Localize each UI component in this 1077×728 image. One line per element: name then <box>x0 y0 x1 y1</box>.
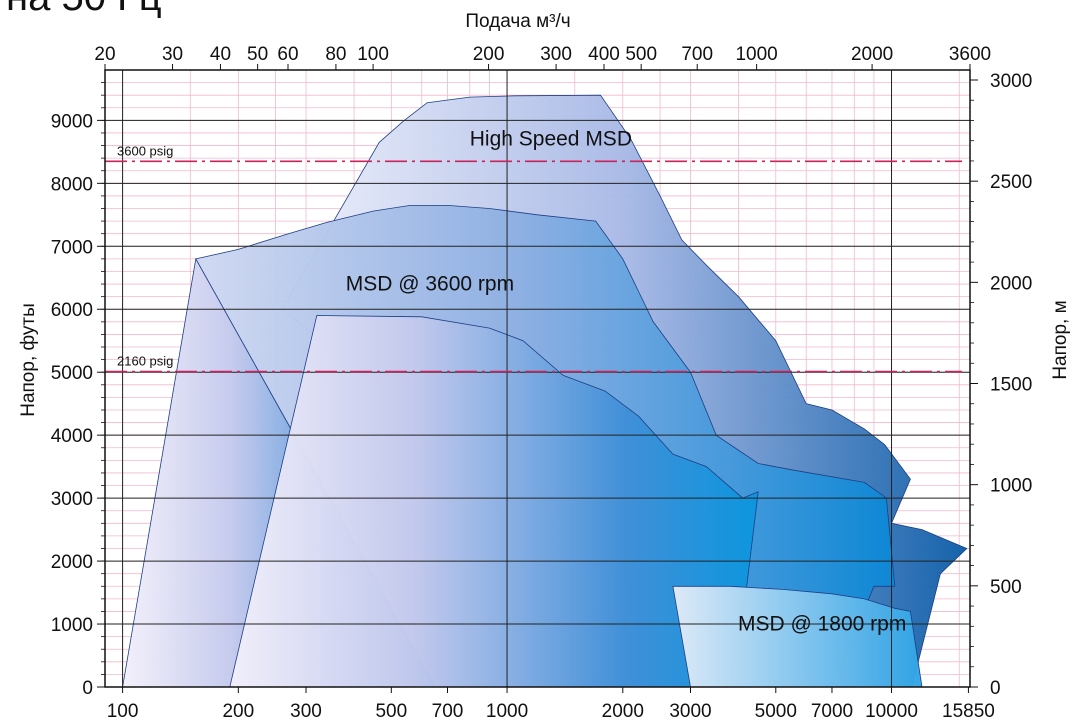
top-tick-label: 3600 <box>949 44 991 65</box>
bottom-axis: 100 200 300 500 700 1000 2000 3000 5000 7000 10000… <box>107 687 995 722</box>
series-area <box>229 315 759 687</box>
series-areas <box>122 94 968 687</box>
top-axis: 20 30 40 50 60 80 100 200 300 400 500 700 1000 2000 36… <box>94 44 991 70</box>
top-axis-title: Подача м³/ч <box>465 11 570 32</box>
top-tick-label: 50 <box>247 44 268 65</box>
right-tick-label: 1000 <box>990 476 1032 497</box>
left-tick-label: 0 <box>82 678 93 699</box>
bottom-tick-label: 300 <box>290 701 322 722</box>
bottom-tick-label: 500 <box>375 701 407 722</box>
right-tick-label: 2500 <box>990 172 1032 193</box>
plot-frame <box>104 69 971 688</box>
top-tick-label: 200 <box>473 44 505 65</box>
left-tick-label: 9000 <box>51 111 93 132</box>
top-tick-label: 2000 <box>851 44 893 65</box>
reference-lines: 3600 psig 2160 psig <box>105 143 962 373</box>
right-axis-title: Напор, м <box>1050 300 1071 379</box>
bottom-tick-label: 5000 <box>755 701 797 722</box>
bottom-tick-label: 1000 <box>486 701 528 722</box>
left-tick-label: 8000 <box>51 174 93 195</box>
top-tick-label: 1000 <box>735 44 777 65</box>
reference-line-label: 2160 psig <box>117 354 173 369</box>
bottom-tick-label: 100 <box>107 701 139 722</box>
top-tick-label: 80 <box>325 44 346 65</box>
bottom-tick-label: 700 <box>432 701 464 722</box>
top-tick-label: 300 <box>540 44 572 65</box>
page-title: на 50 Гц <box>6 0 162 19</box>
reference-line-label: 3600 psig <box>117 143 173 158</box>
bottom-tick-label: 15850 <box>942 701 995 722</box>
left-tick-label: 7000 <box>51 237 93 258</box>
left-tick-label: 4000 <box>51 426 93 447</box>
left-axis-title: Напор, футы <box>18 303 39 417</box>
right-tick-label: 500 <box>990 577 1022 598</box>
top-tick-label: 60 <box>277 44 298 65</box>
region-label: MSD @ 1800 rpm <box>738 612 906 635</box>
top-tick-label: 400 <box>588 44 620 65</box>
left-tick-label: 3000 <box>51 489 93 510</box>
bottom-tick-label: 7000 <box>811 701 853 722</box>
right-tick-label: 0 <box>990 678 1001 699</box>
top-tick-label: 40 <box>210 44 231 65</box>
top-tick-label: 100 <box>357 44 389 65</box>
left-tick-label: 1000 <box>51 615 93 636</box>
left-tick-label: 2000 <box>51 552 93 573</box>
region-label: MSD @ 3600 rpm <box>346 272 514 295</box>
top-tick-label: 30 <box>162 44 183 65</box>
bottom-tick-label: 2000 <box>602 701 644 722</box>
top-tick-label: 20 <box>94 44 115 65</box>
left-tick-label: 5000 <box>51 363 93 384</box>
series-area <box>672 585 923 687</box>
bottom-tick-label: 200 <box>222 701 254 722</box>
left-tick-label: 6000 <box>51 300 93 321</box>
right-tick-label: 3000 <box>990 71 1032 92</box>
region-labels: High Speed MSD MSD @ 3600 rpm MSD @ 1800 r… <box>346 128 907 636</box>
right-axis: 0 500 1000 1500 2000 2500 3000 <box>970 71 1032 699</box>
region-label: High Speed MSD <box>470 128 632 151</box>
bottom-tick-label: 10000 <box>865 701 918 722</box>
right-tick-label: 1500 <box>990 375 1032 396</box>
top-tick-label: 500 <box>625 44 657 65</box>
right-tick-label: 2000 <box>990 273 1032 294</box>
left-axis: 0 1000 2000 3000 4000 5000 6000 7000 8000 9000 <box>51 82 105 699</box>
bottom-tick-label: 3000 <box>669 701 711 722</box>
top-tick-label: 700 <box>681 44 713 65</box>
